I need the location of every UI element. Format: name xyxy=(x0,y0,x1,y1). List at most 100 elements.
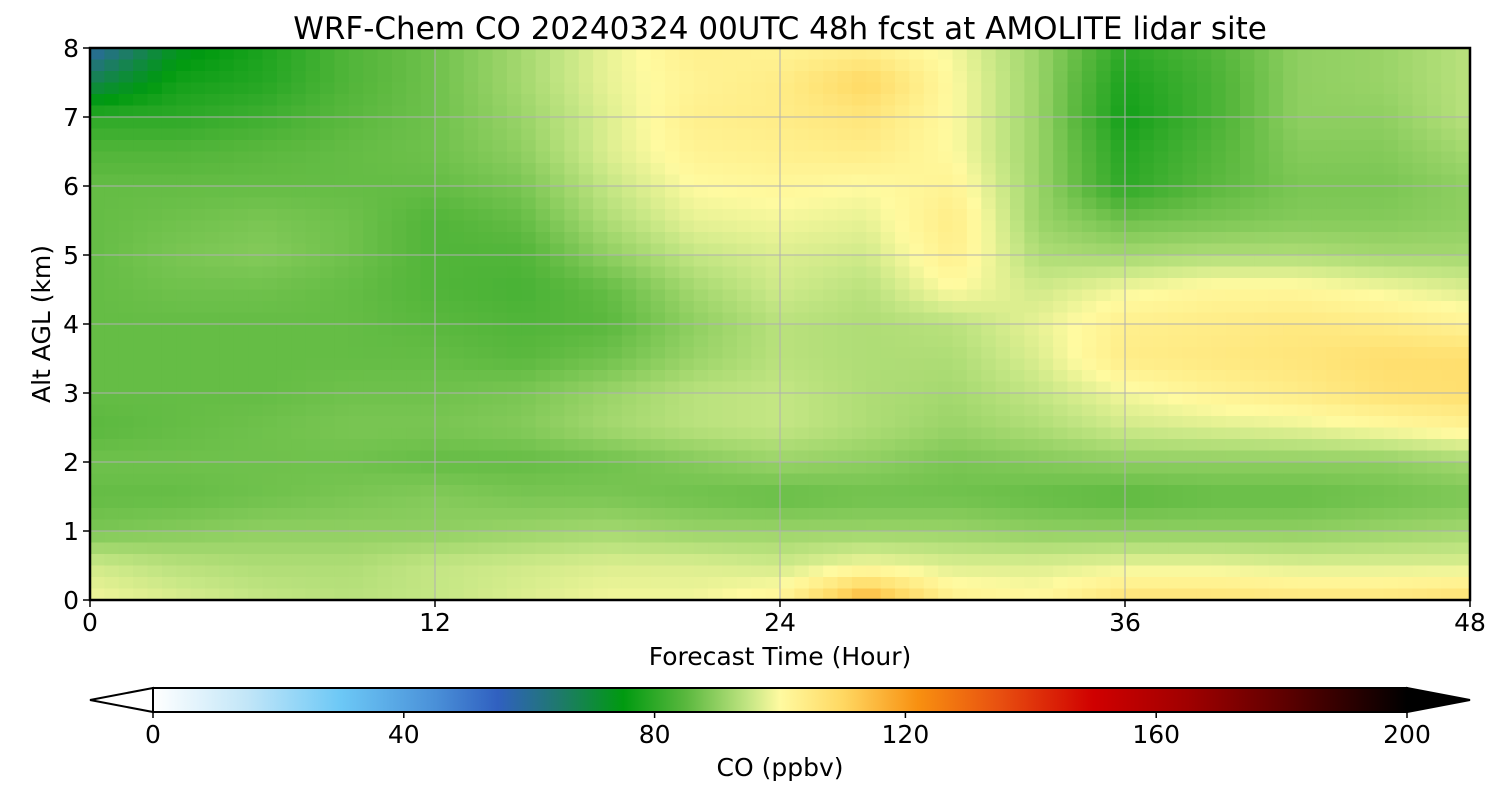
heatmap-cell xyxy=(636,117,651,129)
heatmap-cell xyxy=(550,428,565,440)
heatmap-cell xyxy=(1096,531,1111,543)
heatmap-cell xyxy=(1139,428,1154,440)
heatmap-cell xyxy=(1111,106,1126,118)
heatmap-cell xyxy=(1341,163,1356,175)
heatmap-cell xyxy=(823,554,838,566)
heatmap-cell xyxy=(852,531,867,543)
heatmap-cell xyxy=(1312,129,1327,141)
heatmap-cell xyxy=(248,175,263,187)
heatmap-cell xyxy=(737,531,752,543)
heatmap-cell xyxy=(1240,520,1255,532)
heatmap-cell xyxy=(564,244,579,256)
heatmap-cell xyxy=(852,405,867,417)
heatmap-cell xyxy=(406,462,421,474)
heatmap-cell xyxy=(536,106,551,118)
heatmap-cell xyxy=(162,370,177,382)
heatmap-cell xyxy=(1254,543,1269,555)
heatmap-cell xyxy=(608,278,623,290)
heatmap-cell xyxy=(651,451,666,463)
heatmap-cell xyxy=(507,359,522,371)
heatmap-cell xyxy=(1283,382,1298,394)
heatmap-cell xyxy=(1298,451,1313,463)
heatmap-cell xyxy=(1068,324,1083,336)
heatmap-cell xyxy=(263,577,278,589)
heatmap-cell xyxy=(1226,129,1241,141)
heatmap-cell xyxy=(622,359,637,371)
heatmap-cell xyxy=(737,186,752,198)
heatmap-cell xyxy=(622,255,637,267)
heatmap-cell xyxy=(464,186,479,198)
heatmap-cell xyxy=(1139,244,1154,256)
heatmap-cell xyxy=(435,221,450,233)
heatmap-cell xyxy=(996,428,1011,440)
heatmap-cell xyxy=(277,244,292,256)
heatmap-cell xyxy=(306,71,321,83)
heatmap-cell xyxy=(1326,152,1341,164)
heatmap-cell xyxy=(564,370,579,382)
heatmap-cell xyxy=(1298,520,1313,532)
heatmap-cell xyxy=(694,152,709,164)
heatmap-cell xyxy=(1125,543,1140,555)
heatmap-cell xyxy=(780,117,795,129)
heatmap-cell xyxy=(363,221,378,233)
heatmap-cell xyxy=(1168,543,1183,555)
heatmap-cell xyxy=(708,255,723,267)
heatmap-cell xyxy=(751,83,766,95)
heatmap-cell xyxy=(665,301,680,313)
heatmap-cell xyxy=(579,140,594,152)
heatmap-cell xyxy=(838,451,853,463)
heatmap-cell xyxy=(981,71,996,83)
heatmap-cell xyxy=(464,140,479,152)
heatmap-cell xyxy=(536,324,551,336)
heatmap-cell xyxy=(1254,577,1269,589)
heatmap-cell xyxy=(90,175,105,187)
heatmap-cell xyxy=(1413,370,1428,382)
heatmap-cell xyxy=(766,313,781,325)
heatmap-cell xyxy=(679,485,694,497)
heatmap-cell xyxy=(981,221,996,233)
heatmap-cell xyxy=(1312,255,1327,267)
heatmap-cell xyxy=(1024,543,1039,555)
heatmap-cell xyxy=(119,163,134,175)
heatmap-cell xyxy=(794,267,809,279)
heatmap-cell xyxy=(248,313,263,325)
heatmap-cell xyxy=(924,416,939,428)
heatmap-cell xyxy=(1139,359,1154,371)
heatmap-cell xyxy=(1427,48,1442,60)
heatmap-cell xyxy=(1456,94,1471,106)
heatmap-cell xyxy=(320,428,335,440)
heatmap-cell xyxy=(723,359,738,371)
heatmap-cell xyxy=(536,278,551,290)
heatmap-cell xyxy=(133,382,148,394)
heatmap-cell xyxy=(1341,140,1356,152)
heatmap-cell xyxy=(622,451,637,463)
heatmap-cell xyxy=(464,129,479,141)
heatmap-cell xyxy=(708,531,723,543)
heatmap-cell xyxy=(306,278,321,290)
heatmap-cell xyxy=(809,531,824,543)
heatmap-cell xyxy=(823,531,838,543)
heatmap-cell xyxy=(981,439,996,451)
heatmap-cell xyxy=(622,382,637,394)
heatmap-cell xyxy=(1441,577,1456,589)
heatmap-cell xyxy=(1039,439,1054,451)
heatmap-cell xyxy=(823,221,838,233)
heatmap-cell xyxy=(708,577,723,589)
heatmap-cell xyxy=(449,301,464,313)
heatmap-cell xyxy=(679,71,694,83)
heatmap-cell xyxy=(953,83,968,95)
heatmap-cell xyxy=(1398,474,1413,486)
heatmap-cell xyxy=(162,508,177,520)
heatmap-cell xyxy=(90,474,105,486)
heatmap-cell xyxy=(478,221,493,233)
heatmap-cell xyxy=(708,290,723,302)
heatmap-cell xyxy=(708,359,723,371)
heatmap-cell xyxy=(306,543,321,555)
heatmap-cell xyxy=(953,232,968,244)
heatmap-cell xyxy=(1326,60,1341,72)
heatmap-cell xyxy=(1427,290,1442,302)
heatmap-cell xyxy=(665,198,680,210)
heatmap-cell xyxy=(162,71,177,83)
heatmap-cell xyxy=(723,301,738,313)
heatmap-cell xyxy=(981,324,996,336)
